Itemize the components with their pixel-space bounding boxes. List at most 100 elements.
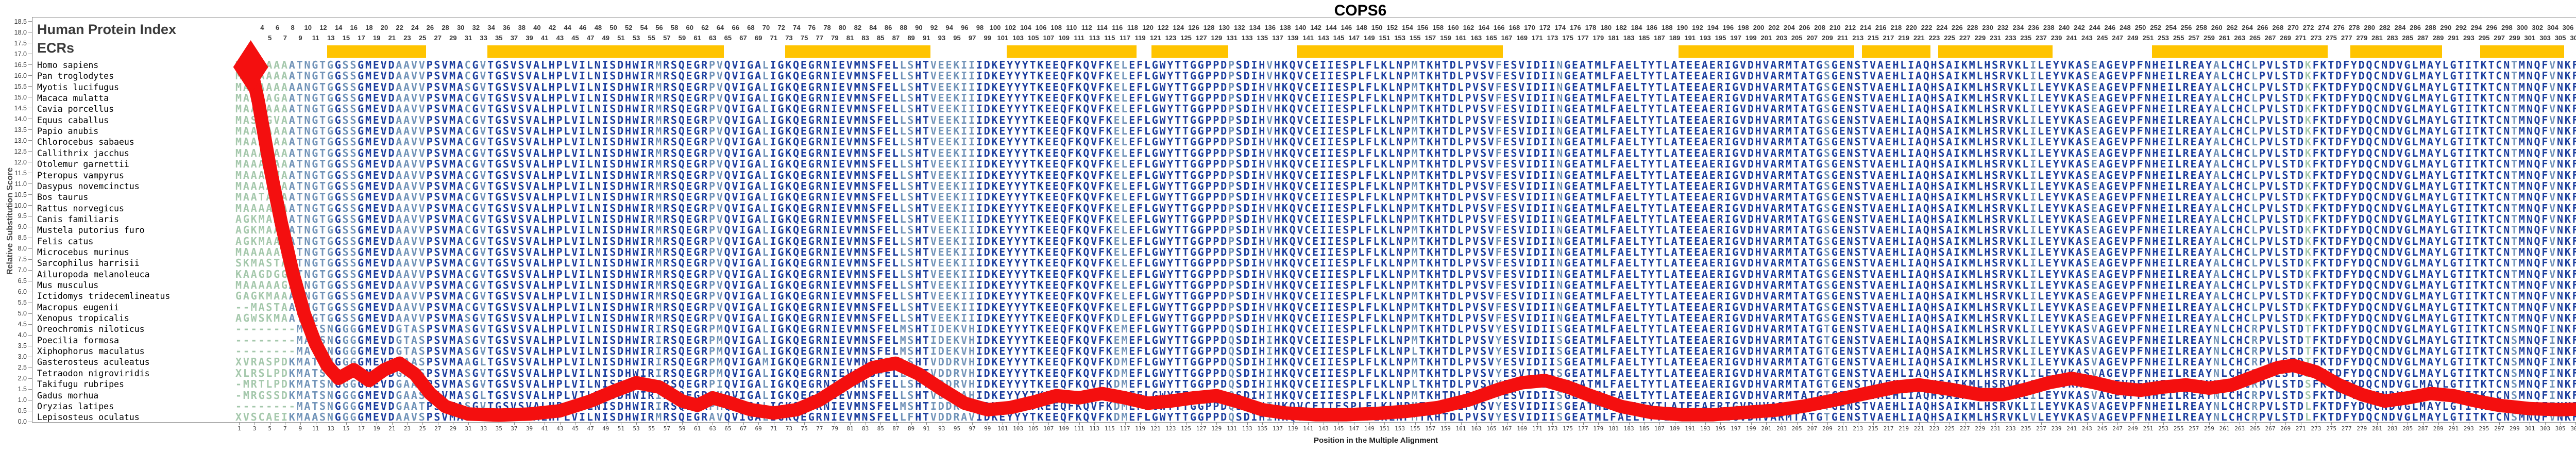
sequence-row: AGWSKMAATNGTGGSSGMEVDAAVVPSVMASGVTGSVSVA… bbox=[235, 312, 2576, 325]
top-ruler-number: 189 bbox=[1669, 34, 1681, 42]
x-tick-label: 197 bbox=[1731, 425, 1741, 432]
x-tick-mark bbox=[1552, 422, 1553, 425]
x-tick-label: 109 bbox=[1059, 425, 1069, 432]
species-label: Ailuropoda melanoleuca bbox=[37, 269, 150, 279]
top-ruler-number: 103 bbox=[1012, 34, 1024, 42]
top-ruler-number: 186 bbox=[1646, 24, 1657, 31]
x-tick-label: 101 bbox=[997, 425, 1008, 432]
top-ruler-number: 132 bbox=[1233, 24, 1245, 31]
species-label: Microcebus murinus bbox=[37, 247, 129, 257]
top-ruler-number: 140 bbox=[1295, 24, 1307, 31]
y-tick-label: 12.0 bbox=[14, 158, 27, 166]
x-tick-mark bbox=[1430, 422, 1431, 425]
top-ruler-number: 250 bbox=[2134, 24, 2146, 31]
x-tick-label: 75 bbox=[801, 425, 808, 432]
x-tick-label: 21 bbox=[388, 425, 396, 432]
top-ruler-number: 219 bbox=[1898, 34, 1909, 42]
top-ruler-number: 237 bbox=[2036, 34, 2047, 42]
x-tick-label: 193 bbox=[1700, 425, 1710, 432]
x-tick-label: 121 bbox=[1150, 425, 1161, 432]
top-ruler-number: 291 bbox=[2448, 34, 2460, 42]
x-tick-label: 125 bbox=[1181, 425, 1192, 432]
top-ruler-number: 53 bbox=[632, 34, 640, 42]
top-ruler-number: 35 bbox=[495, 34, 503, 42]
species-label: Cavia porcellus bbox=[37, 104, 114, 114]
top-ruler-number: 102 bbox=[1005, 24, 1016, 31]
x-tick-label: 293 bbox=[2463, 425, 2474, 432]
top-ruler-number: 4 bbox=[260, 24, 264, 31]
x-tick-label: 115 bbox=[1104, 425, 1115, 432]
top-ruler-number: 89 bbox=[907, 34, 915, 42]
species-label: Equus caballus bbox=[37, 115, 109, 125]
top-ruler-number: 197 bbox=[1730, 34, 1741, 42]
top-ruler-number: 165 bbox=[1486, 34, 1497, 42]
x-tick-label: 171 bbox=[1532, 425, 1543, 432]
top-ruler-number: 154 bbox=[1402, 24, 1413, 31]
x-tick-label: 285 bbox=[2402, 425, 2413, 432]
top-ruler-number: 233 bbox=[2005, 34, 2016, 42]
top-ruler-number: 194 bbox=[1707, 24, 1719, 31]
x-tick-label: 251 bbox=[2143, 425, 2154, 432]
sequence-row: MAATAAAATNGTGGSSGMEVDAAVVPSVMACGVTGSVSVA… bbox=[235, 191, 2576, 204]
top-ruler-number: 285 bbox=[2402, 34, 2414, 42]
top-ruler-number: 275 bbox=[2326, 34, 2337, 42]
x-tick-mark bbox=[2422, 422, 2424, 425]
x-tick-label: 205 bbox=[1791, 425, 1802, 432]
x-tick-mark bbox=[1338, 422, 1340, 425]
species-label: Gadus morhua bbox=[37, 390, 99, 400]
x-tick-mark bbox=[1247, 422, 1248, 425]
top-ruler-number: 121 bbox=[1149, 34, 1161, 42]
x-tick-label: 63 bbox=[709, 425, 716, 432]
y-tick-label: 3.0 bbox=[18, 353, 27, 361]
y-tick-label: 7.5 bbox=[18, 256, 27, 263]
top-ruler-number: 263 bbox=[2234, 34, 2246, 42]
sequence-row: MAAAAAAATNGTGGSSGMEVDAAVVPSVMACGVTGSVSVA… bbox=[235, 70, 2576, 82]
species-label: Homo sapiens bbox=[37, 60, 99, 70]
top-ruler-number: 83 bbox=[861, 34, 869, 42]
x-tick-mark bbox=[1461, 422, 1462, 425]
top-ruler-number: 182 bbox=[1615, 24, 1627, 31]
top-ruler-number: 295 bbox=[2478, 34, 2490, 42]
top-ruler-number: 104 bbox=[1020, 24, 1031, 31]
top-ruler-number: 145 bbox=[1333, 34, 1345, 42]
x-tick-label: 117 bbox=[1120, 425, 1130, 432]
top-ruler-number: 163 bbox=[1470, 34, 1482, 42]
x-tick-label: 173 bbox=[1547, 425, 1558, 432]
species-label: Canis familiaris bbox=[37, 214, 119, 224]
species-label: Tetraodon nigroviridis bbox=[37, 368, 150, 378]
header-ecrs: ECRs bbox=[37, 40, 75, 56]
species-label: Callithrix jacchus bbox=[37, 148, 129, 158]
x-tick-label: 163 bbox=[1471, 425, 1482, 432]
x-tick-label: 289 bbox=[2433, 425, 2444, 432]
x-tick-mark bbox=[1018, 422, 1019, 425]
top-ruler-number: 238 bbox=[2043, 24, 2055, 31]
top-ruler-number: 274 bbox=[2318, 24, 2330, 31]
x-tick-mark bbox=[2270, 422, 2271, 425]
top-ruler-number: 218 bbox=[1890, 24, 1902, 31]
top-ruler-number: 60 bbox=[686, 24, 694, 31]
y-tick-label: 1.5 bbox=[18, 386, 27, 393]
x-tick-mark bbox=[2377, 422, 2378, 425]
top-ruler-number: 43 bbox=[556, 34, 564, 42]
top-ruler-number: 156 bbox=[1417, 24, 1429, 31]
species-label: Pteropus vampyrus bbox=[37, 170, 124, 180]
y-tick-label: 16.5 bbox=[14, 61, 27, 69]
top-ruler-number: 133 bbox=[1241, 34, 1253, 42]
top-ruler-number: 260 bbox=[2211, 24, 2223, 31]
sequence-row: MAAAAAAATNGTGGSSGMEVDAAVVPSVMACGVTGSVSVA… bbox=[235, 245, 2576, 258]
x-tick-mark bbox=[2499, 422, 2500, 425]
top-ruler-number: 289 bbox=[2432, 34, 2444, 42]
x-tick-label: 233 bbox=[2005, 425, 2016, 432]
species-label: Gasterosteus aculeatus bbox=[37, 357, 150, 368]
x-tick-label: 43 bbox=[556, 425, 564, 432]
top-ruler-number: 49 bbox=[602, 34, 609, 42]
x-tick-label: 65 bbox=[724, 425, 732, 432]
top-ruler-number: 177 bbox=[1577, 34, 1589, 42]
top-ruler-number: 135 bbox=[1257, 34, 1268, 42]
top-ruler-number: 81 bbox=[846, 34, 854, 42]
top-ruler-number: 167 bbox=[1501, 34, 1513, 42]
x-tick-label: 239 bbox=[2051, 425, 2062, 432]
x-tick-mark bbox=[1766, 422, 1767, 425]
ecr-bar bbox=[2350, 45, 2442, 58]
x-tick-label: 187 bbox=[1654, 425, 1665, 432]
